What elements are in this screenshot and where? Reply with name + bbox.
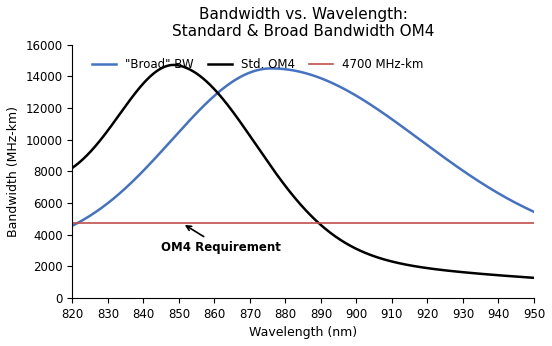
"Broad" BW: [69, 224, 76, 228]
Std. OM4: [517, 275, 524, 279]
"Broad" BW: [268, 66, 274, 71]
Std. OM4: [93, 144, 99, 148]
"Broad" BW: [517, 203, 524, 208]
Line: "Broad" BW: "Broad" BW: [72, 69, 534, 226]
Std. OM4: [171, 63, 177, 67]
Legend: "Broad" BW, Std. OM4, 4700 MHz-km: "Broad" BW, Std. OM4, 4700 MHz-km: [87, 53, 428, 75]
Text: OM4 Requirement: OM4 Requirement: [161, 226, 281, 254]
"Broad" BW: [93, 210, 99, 214]
Std. OM4: [282, 183, 288, 187]
"Broad" BW: [517, 203, 524, 208]
Std. OM4: [517, 275, 524, 279]
Std. OM4: [294, 198, 300, 202]
X-axis label: Wavelength (nm): Wavelength (nm): [249, 326, 357, 339]
"Broad" BW: [282, 67, 288, 71]
"Broad" BW: [294, 69, 300, 73]
Title: Bandwidth vs. Wavelength:
Standard & Broad Bandwidth OM4: Bandwidth vs. Wavelength: Standard & Bro…: [172, 7, 434, 39]
Std. OM4: [530, 276, 537, 280]
Std. OM4: [69, 166, 76, 170]
Line: Std. OM4: Std. OM4: [72, 65, 534, 278]
Y-axis label: Bandwidth (MHz-km): Bandwidth (MHz-km): [7, 106, 20, 237]
"Broad" BW: [530, 210, 537, 214]
"Broad" BW: [433, 149, 439, 154]
Std. OM4: [433, 267, 439, 271]
